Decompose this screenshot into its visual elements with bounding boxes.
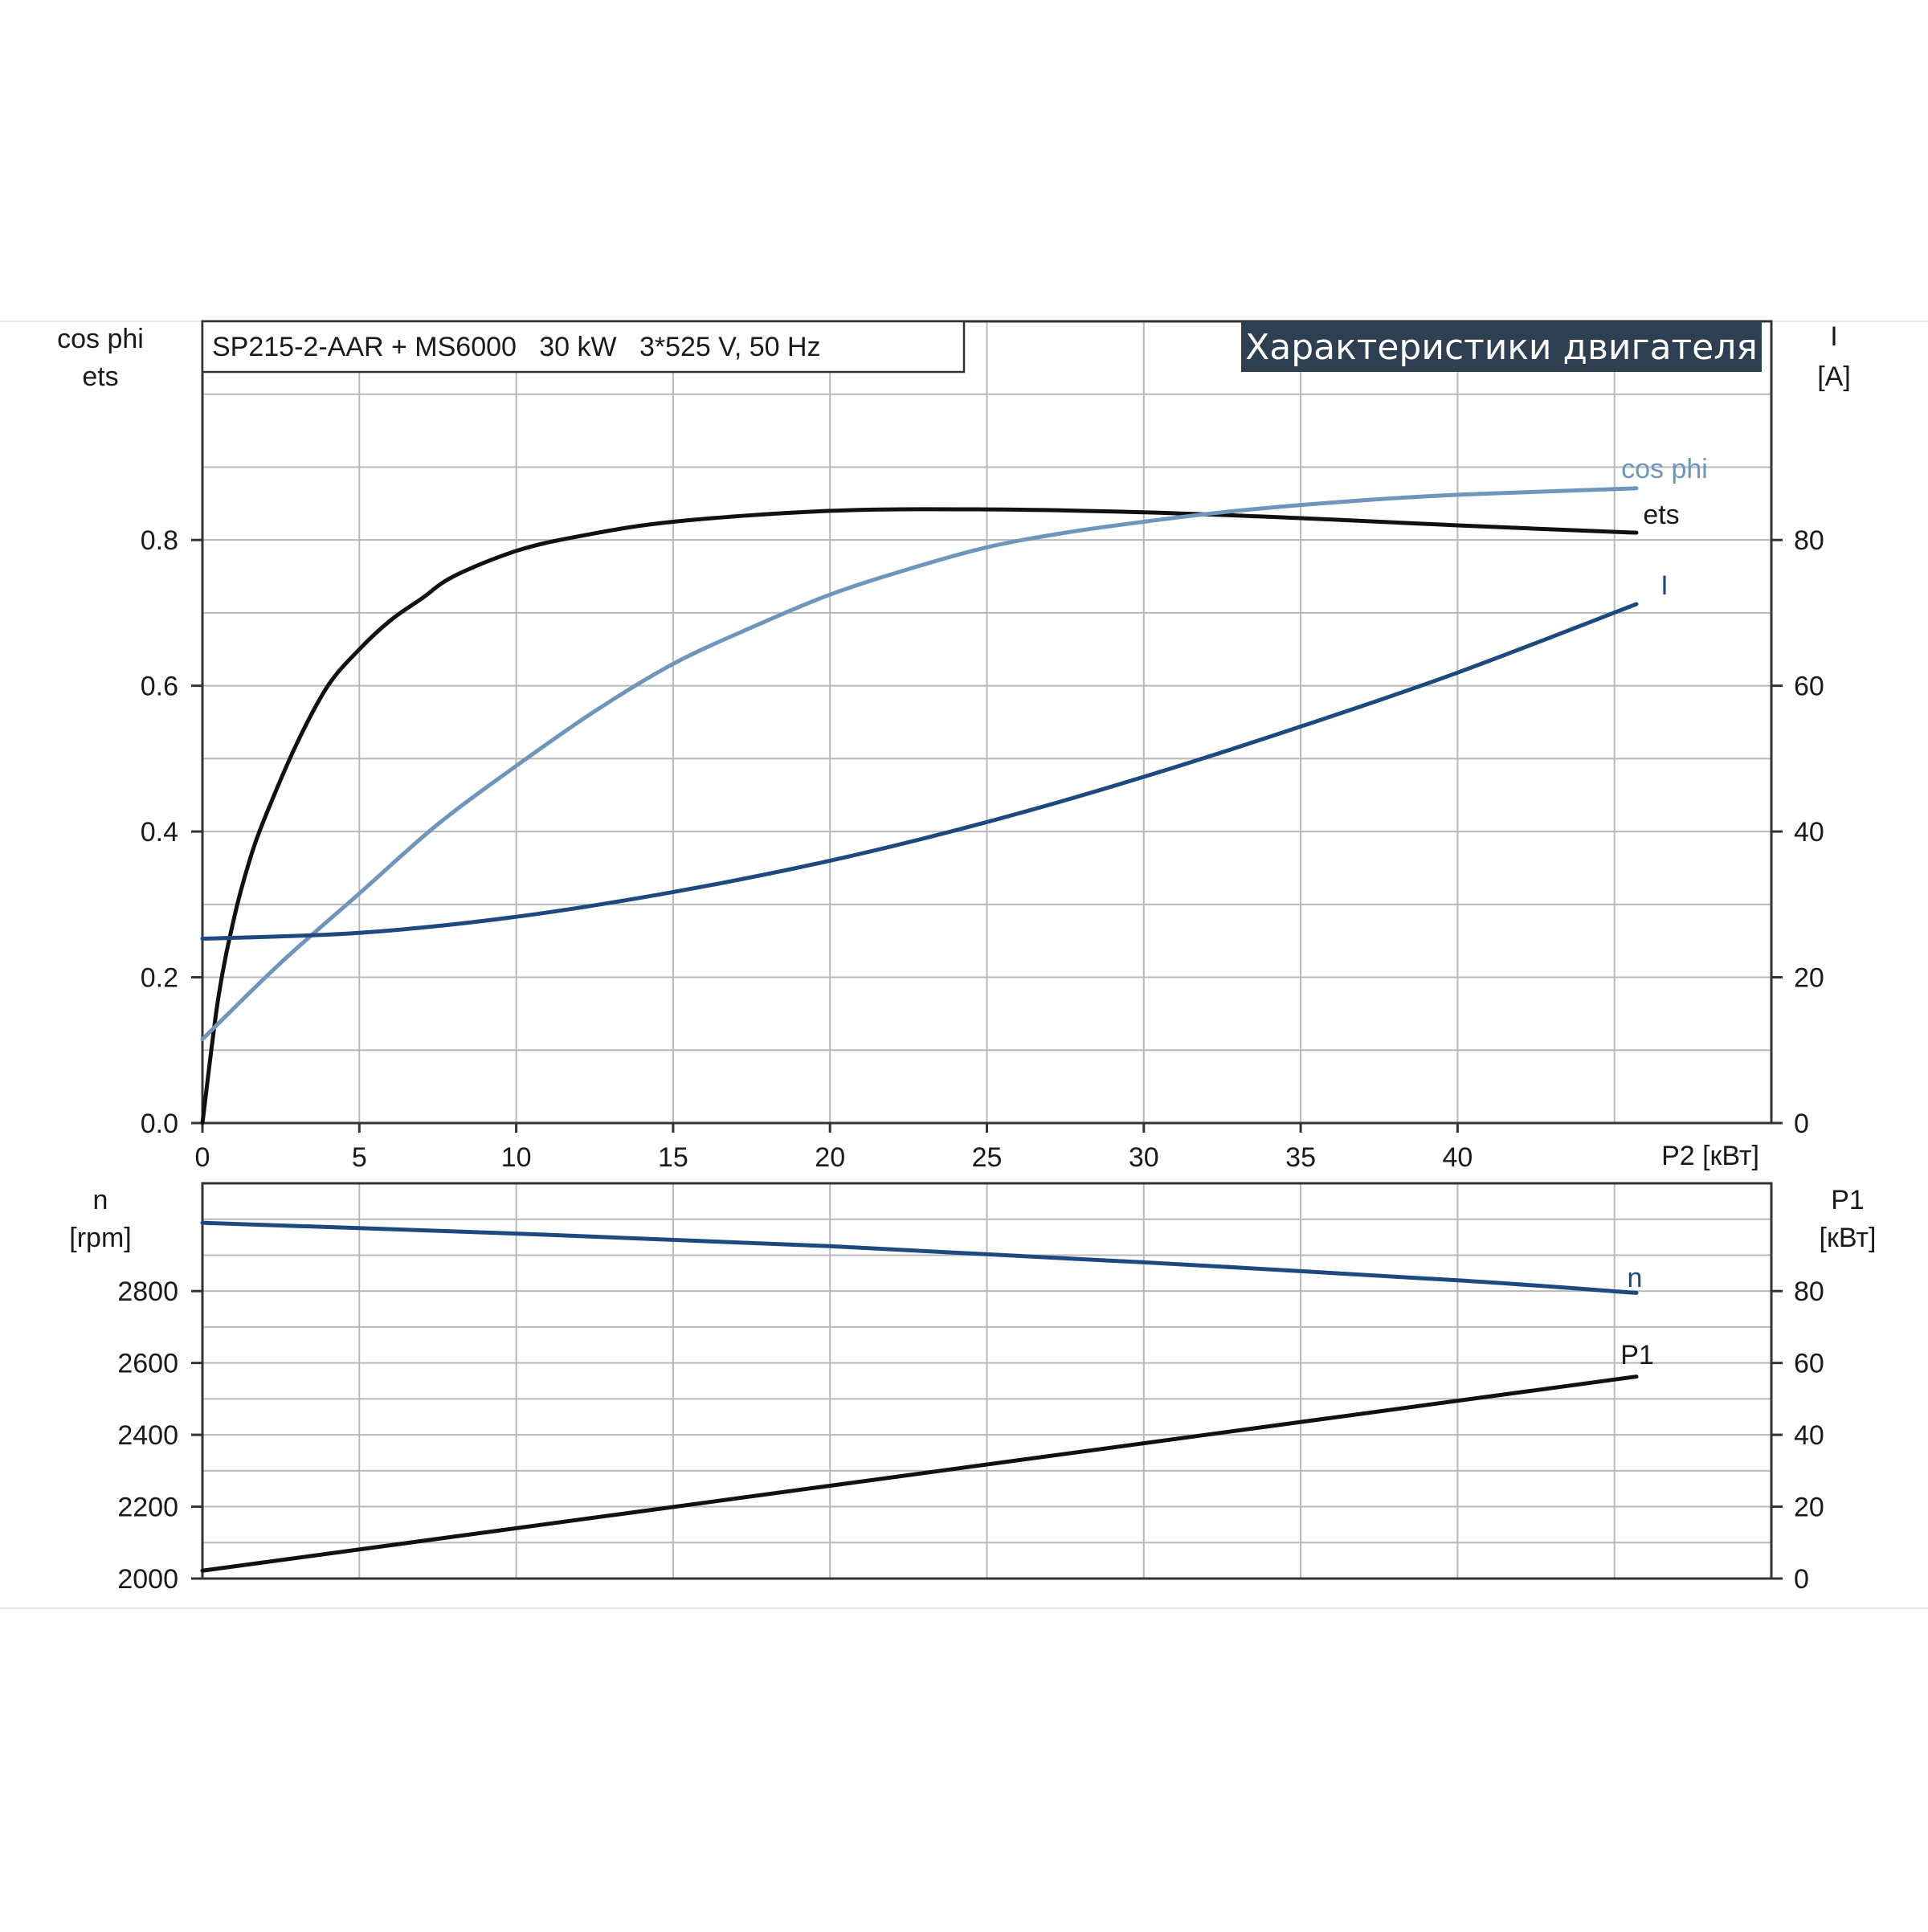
p1-tick-label: 20 <box>1794 1493 1824 1523</box>
right-tick-label: 60 <box>1794 672 1824 702</box>
series-top <box>200 486 1639 1125</box>
current-series-label: I <box>1660 570 1668 601</box>
right-tick-label: 0 <box>1794 1109 1809 1139</box>
speed-axis-title-line1: n <box>93 1185 108 1215</box>
ets-curve <box>200 507 1639 1125</box>
current-curve <box>200 602 1639 941</box>
speed-series-label: n <box>1628 1263 1643 1293</box>
left-tick-label: 0.4 <box>141 817 178 848</box>
speed-curve <box>200 1220 1639 1295</box>
cos-phi-curve <box>200 486 1639 1042</box>
right-axis-title-line1: I <box>1830 321 1837 352</box>
speed-tick-label: 2800 <box>117 1276 178 1307</box>
speed-tick-label: 2400 <box>117 1420 178 1451</box>
left-axis-title-line1: cos phi <box>57 324 144 354</box>
chart-title: Характеристики двигателя <box>1245 327 1758 368</box>
x-tick-label: 35 <box>1285 1142 1316 1173</box>
left-axis-title-line2: ets <box>82 361 118 392</box>
x-tick-label: 30 <box>1129 1142 1159 1173</box>
p1-tick-label: 0 <box>1794 1564 1809 1595</box>
x-tick-label: 5 <box>352 1142 367 1173</box>
x-tick-label: 0 <box>195 1142 210 1173</box>
p1-tick-label: 80 <box>1794 1276 1824 1307</box>
x-tick-label: 20 <box>815 1142 845 1173</box>
title-badge <box>1241 321 1762 372</box>
left-tick-label: 0.2 <box>141 963 178 994</box>
grid-top <box>202 321 1772 1124</box>
ticks-bottom: 2000 2200 2400 2600 2800 0 20 40 60 80 <box>117 1276 1824 1595</box>
speed-tick-label: 2600 <box>117 1349 178 1379</box>
p1-tick-label: 40 <box>1794 1420 1824 1451</box>
right-tick-label: 40 <box>1794 817 1824 848</box>
ets-series-label: ets <box>1643 500 1679 530</box>
grid-bottom <box>202 1182 1772 1579</box>
p1-axis-title-line2: [кВт] <box>1820 1223 1877 1253</box>
x-tick-label: 10 <box>501 1142 532 1173</box>
plot-frame-bottom <box>201 1182 1773 1580</box>
left-tick-label: 0.8 <box>141 525 178 556</box>
right-tick-label: 20 <box>1794 963 1824 994</box>
p1-axis-title-line1: P1 <box>1831 1185 1865 1215</box>
speed-axis-title-line2: [rpm] <box>69 1223 131 1253</box>
info-box-text: SP215-2-AAR + MS6000 30 kW 3*525 V, 50 H… <box>212 332 821 362</box>
speed-tick-label: 2200 <box>117 1493 178 1523</box>
ticks-top: 0 5 10 15 20 25 30 35 40 0.0 0.2 0.4 0.6 0.8 0 20 40 60 80 <box>141 525 1824 1173</box>
speed-tick-label: 2000 <box>117 1564 178 1595</box>
p1-series-label: P1 <box>1620 1340 1654 1370</box>
x-tick-label: 40 <box>1442 1142 1473 1173</box>
x-axis-title: P2 [кВт] <box>1661 1141 1759 1171</box>
left-tick-label: 0.0 <box>141 1109 178 1139</box>
p1-tick-label: 60 <box>1794 1349 1824 1379</box>
x-tick-label: 25 <box>972 1142 1003 1173</box>
info-box-frame <box>201 320 966 374</box>
left-tick-label: 0.6 <box>141 672 178 702</box>
right-tick-label: 80 <box>1794 525 1824 556</box>
p1-curve <box>200 1374 1639 1573</box>
series-bottom <box>200 1220 1639 1573</box>
right-axis-title-line2: [A] <box>1817 361 1851 392</box>
x-tick-label: 15 <box>658 1142 688 1173</box>
cos-phi-series-label: cos phi <box>1621 454 1708 484</box>
